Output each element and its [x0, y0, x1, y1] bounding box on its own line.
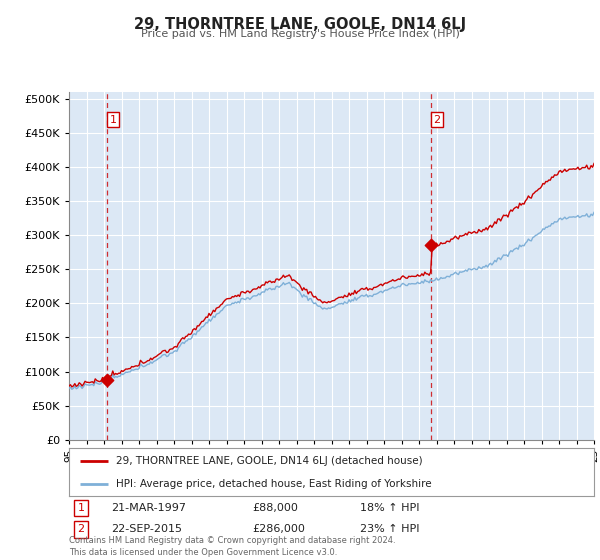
- Text: Price paid vs. HM Land Registry's House Price Index (HPI): Price paid vs. HM Land Registry's House …: [140, 29, 460, 39]
- Text: 29, THORNTREE LANE, GOOLE, DN14 6LJ (detached house): 29, THORNTREE LANE, GOOLE, DN14 6LJ (det…: [116, 456, 423, 466]
- Text: HPI: Average price, detached house, East Riding of Yorkshire: HPI: Average price, detached house, East…: [116, 479, 432, 489]
- Text: 23% ↑ HPI: 23% ↑ HPI: [360, 524, 419, 534]
- Text: 2: 2: [77, 524, 85, 534]
- Text: 22-SEP-2015: 22-SEP-2015: [111, 524, 182, 534]
- Text: 1: 1: [77, 503, 85, 513]
- Text: 2: 2: [433, 115, 440, 125]
- Point: [102, 375, 112, 384]
- Text: £286,000: £286,000: [252, 524, 305, 534]
- Text: 1: 1: [110, 115, 116, 125]
- Text: 29, THORNTREE LANE, GOOLE, DN14 6LJ: 29, THORNTREE LANE, GOOLE, DN14 6LJ: [134, 17, 466, 32]
- Text: Contains HM Land Registry data © Crown copyright and database right 2024.
This d: Contains HM Land Registry data © Crown c…: [69, 536, 395, 557]
- Text: £88,000: £88,000: [252, 503, 298, 513]
- Point: [426, 240, 436, 249]
- Text: 21-MAR-1997: 21-MAR-1997: [111, 503, 186, 513]
- Text: 18% ↑ HPI: 18% ↑ HPI: [360, 503, 419, 513]
